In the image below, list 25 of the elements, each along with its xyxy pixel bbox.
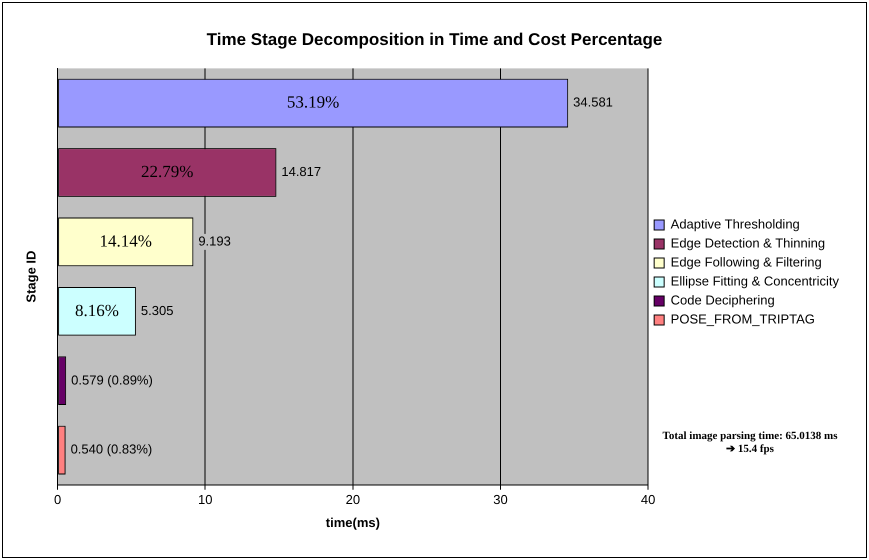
- data-label: 14.817: [281, 164, 322, 180]
- x-tick-label: 40: [640, 492, 656, 508]
- legend-label: POSE_FROM_TRIPTAG: [670, 312, 815, 327]
- text: Total image parsing time: 65.0138 ms ➔ 15.4 fps: [662, 430, 838, 455]
- annotation: 14.14%: [100, 231, 152, 250]
- annotation: 8.16%: [75, 300, 119, 320]
- legend-label: Edge Detection & Thinning: [670, 236, 826, 251]
- data-label: 5.305: [140, 302, 174, 318]
- chart-title: Time Stage Decomposition in Time and Cost Percentage: [206, 30, 662, 49]
- annotation: 53.19%: [286, 92, 340, 112]
- data-label: 0.540 (0.83%): [70, 442, 152, 457]
- x-tick-label: 0: [54, 492, 62, 508]
- legend-label: Adaptive Thresholding: [670, 216, 800, 232]
- legend-label: Edge Following & Filtering: [670, 254, 822, 270]
- x-tick-label: 10: [198, 492, 212, 508]
- data-label: 0.579 (0.89%): [71, 372, 153, 388]
- x-axis-title: time(ms): [326, 514, 380, 530]
- legend-label: Code Deciphering: [670, 292, 775, 308]
- data-label: 34.581: [573, 94, 613, 110]
- annotation: 22.79%: [141, 162, 194, 181]
- x-tick-label: 20: [346, 492, 360, 508]
- x-tick-label: 30: [493, 492, 508, 508]
- y-axis-title: Stage ID: [23, 250, 38, 303]
- legend-label: Ellipse Fitting & Concentricity: [670, 274, 840, 289]
- data-label: 9.193: [198, 233, 231, 248]
